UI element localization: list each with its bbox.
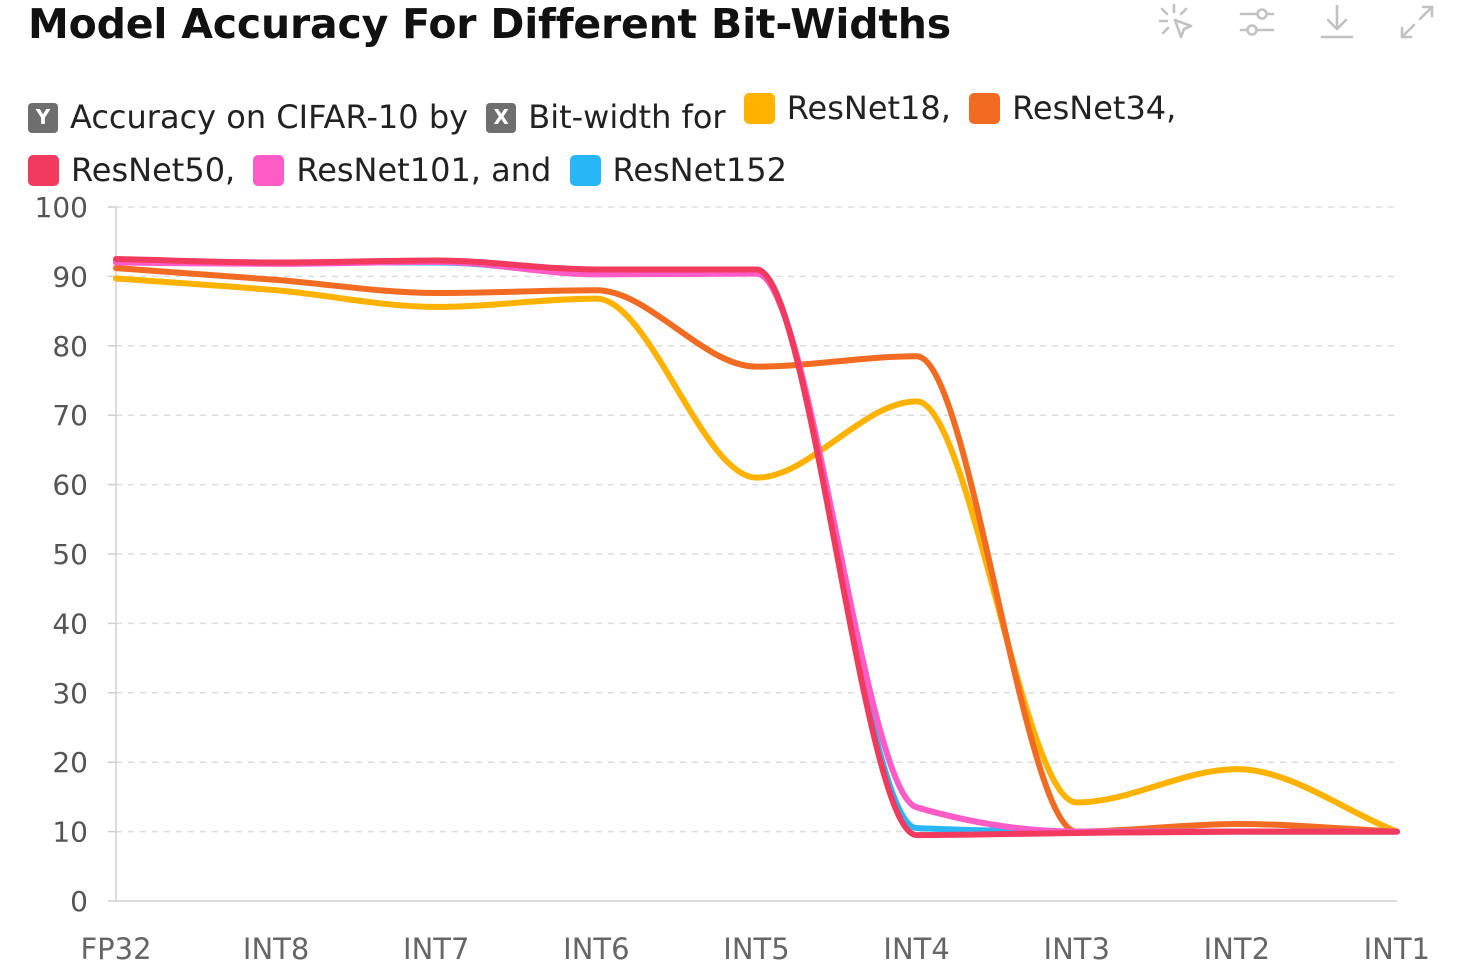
expand-icon[interactable] [1395,0,1439,44]
legend-label: ResNet152 [612,151,787,189]
series-line-resnet18[interactable] [113,275,1400,835]
legend-x-axis: X Bit-width for [486,91,726,144]
x-tick-label: INT5 [723,932,789,966]
x-tick-label: INT7 [403,932,469,966]
x-axis-badge: X [486,102,517,133]
legend-swatch [969,93,1001,124]
legend-label: ResNet18, [786,89,951,127]
y-tick-label: 10 [52,816,88,849]
y-axis-description: Accuracy on CIFAR-10 by [70,98,469,136]
y-tick-label: 80 [52,330,88,363]
series-lines [113,256,1400,839]
x-tick-label: INT8 [243,932,309,966]
series-line-resnet101[interactable] [113,258,1400,835]
y-tick-label: 70 [52,399,88,432]
sparkle-cursor-icon[interactable] [1155,0,1199,44]
x-tick-label: INT2 [1204,932,1270,966]
legend-label: ResNet34, [1012,89,1177,127]
series-line-resnet50[interactable] [113,256,1400,839]
legend-swatch [28,155,59,186]
legend-item-resnet50[interactable]: ResNet50, [28,144,235,197]
y-tick-label: 20 [52,746,88,779]
series-line-resnet34[interactable] [113,265,1400,835]
chart-title: Model Accuracy For Different Bit-Widths [28,0,951,48]
y-tick-label: 100 [35,191,88,224]
download-icon[interactable] [1315,0,1359,44]
y-tick-label: 0 [70,885,88,918]
x-tick-label: INT1 [1364,932,1430,966]
x-tick-label: INT3 [1044,932,1110,966]
x-tick-label: INT4 [883,932,949,966]
y-tick-label: 50 [52,538,88,571]
legend-label: ResNet101, and [296,151,552,189]
legend-y-axis: Y Accuracy on CIFAR-10 by [28,91,468,144]
chart-legend: Y Accuracy on CIFAR-10 by X Bit-width fo… [28,82,1388,202]
grid-lines [116,206,1397,833]
legend-item-resnet101[interactable]: ResNet101, and [253,144,551,197]
axes: 0 10 20 30 40 50 60 70 80 90 100 FP32 INT8 INT7 INT6 IN… [35,191,1430,966]
y-tick-label: 30 [52,677,88,710]
legend-label: ResNet50, [71,151,236,189]
y-tick-label: 40 [52,607,88,640]
y-tick-label: 60 [52,469,88,502]
legend-item-resnet152[interactable]: ResNet152 [569,144,787,197]
chart-toolbar [1155,0,1439,44]
x-tick-label: FP32 [80,932,151,966]
legend-item-resnet18[interactable]: ResNet18, [743,82,951,135]
y-tick-label: 90 [52,260,88,293]
legend-item-resnet34[interactable]: ResNet34, [969,82,1176,135]
legend-swatch [253,155,285,186]
x-tick-label: INT6 [563,932,629,966]
legend-swatch [743,93,775,124]
sliders-icon[interactable] [1235,0,1279,44]
x-axis-description: Bit-width for [528,98,726,136]
legend-swatch [569,155,601,186]
y-axis-badge: Y [28,102,58,133]
